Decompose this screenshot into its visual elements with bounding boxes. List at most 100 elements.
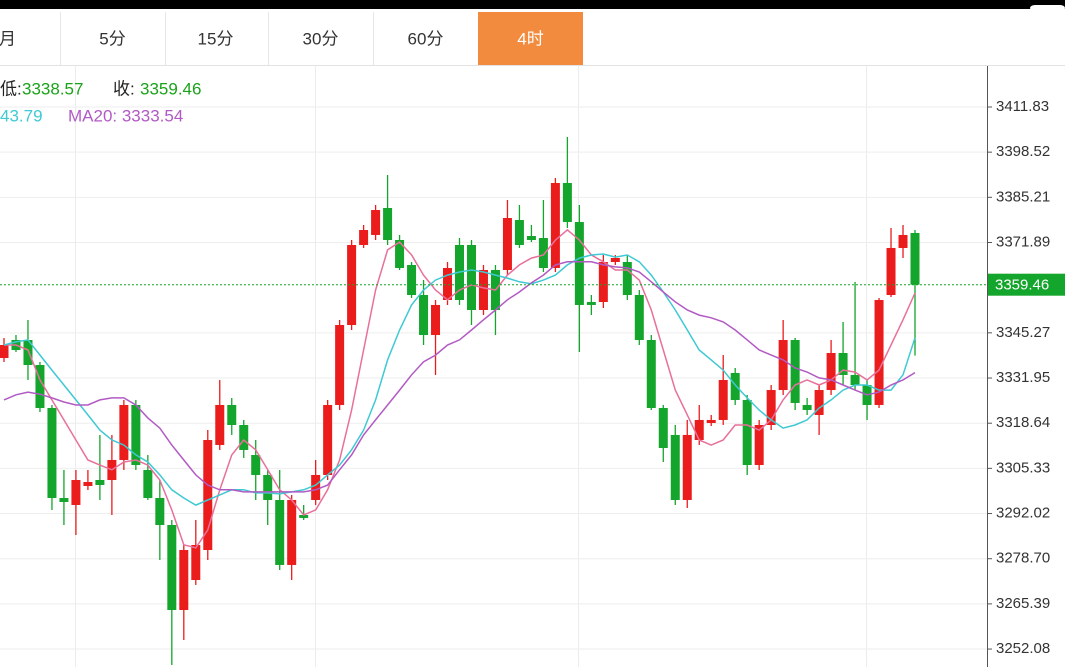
candle-body [239,424,249,450]
candle-body [59,497,69,502]
y-tick-label: 3305.33 [996,459,1050,476]
candle-body [682,434,692,500]
grid: 3411.83 3398.52 3385.21 3371.89 3345.27 3331.… [0,98,1050,657]
candle-body [466,244,476,311]
candle-body [179,550,189,610]
tabs: 月 5分 15分 30分 60分 4时 [0,12,583,65]
candle-body [311,474,321,500]
candle-body [419,295,429,336]
candle-body [143,469,153,498]
tab[interactable]: 4时 [517,29,543,48]
marks: 3359.46 [0,136,1065,665]
tab[interactable]: 60分 [408,29,444,48]
last-price-label: 3359.46 [995,277,1049,294]
candle-body [646,339,656,408]
candle-body [886,247,896,296]
candle-body [263,474,273,500]
candle-body [742,399,752,466]
candle-body [131,404,141,466]
y-tick-label: 3331.95 [996,369,1050,386]
candle-body [23,339,33,366]
candle-body [287,499,297,565]
candle-body [754,424,764,466]
candle-body [910,232,920,285]
ma-line [4,228,916,549]
candle-body [610,257,620,262]
y-tick-label: 3385.21 [996,188,1050,205]
y-tick-label: 3371.89 [996,233,1050,250]
candle-body [383,208,393,241]
tab[interactable]: 5分 [99,29,125,48]
candle-body [395,240,405,268]
candle-body [167,524,177,610]
y-tick-label: 3292.02 [996,504,1050,521]
candle-body [407,264,417,296]
candle-body [83,482,93,487]
candle-body [598,261,608,302]
candle-body [826,352,836,391]
low-label: 低: [0,79,22,98]
candle-body [634,295,644,340]
candle-body [694,419,704,440]
candle-body [550,182,560,268]
tab[interactable]: 月 [0,29,16,48]
candle-body [658,407,668,449]
candle-body [586,301,596,305]
candle-body [119,404,129,460]
candle-body [766,390,776,425]
candle-body [838,352,848,375]
candle-body [335,325,345,405]
candle-body [814,390,824,415]
candle-body [191,544,201,580]
candle-body [215,404,225,445]
tab[interactable]: 30分 [303,29,339,48]
candle-body [850,374,860,385]
candle-body [898,234,908,248]
candle-body [790,339,800,403]
candle-body [802,404,812,411]
candle-body [574,222,584,305]
ma10-value: 43.79 [0,106,43,125]
candle-body [359,229,369,245]
candle-body [478,269,488,311]
candle-body [275,499,285,565]
y-tick-label: 3252.08 [996,640,1050,657]
ma-line [3,261,916,493]
candle-body [0,344,9,358]
y-tick-label: 3318.64 [996,414,1050,431]
candle-body [431,304,441,336]
close-value: 3359.46 [140,79,201,98]
top-bar-corner [1030,5,1065,11]
last-price-box [988,273,1065,296]
y-tick-label: 3398.52 [996,143,1050,160]
candle-body [95,480,105,485]
candle-body [538,238,548,268]
tab[interactable]: 15分 [198,29,234,48]
candle-body [778,339,788,391]
candle-body [323,404,333,475]
candle-body [35,365,45,408]
candle-body [622,261,632,296]
candle-body [874,299,884,405]
candle-body [670,434,680,500]
candle-body [203,439,213,551]
candle-body [562,182,572,223]
candle-body [71,480,81,505]
y-tick-label: 3265.39 [996,595,1050,612]
close-label: 收: [113,79,135,98]
y-tick-label: 3345.27 [996,324,1050,341]
candle-body [371,210,381,235]
ma-line [3,253,916,506]
candle-body [47,407,57,498]
candle-body [718,380,728,420]
candle-body [526,235,536,241]
top-bar [0,0,1065,9]
y-tick-label: 3278.70 [996,550,1050,567]
candle-body [514,220,524,245]
candle-body [347,244,357,326]
tab-active-bg [478,12,583,65]
candle-body [155,497,165,525]
candle-body [227,404,237,425]
